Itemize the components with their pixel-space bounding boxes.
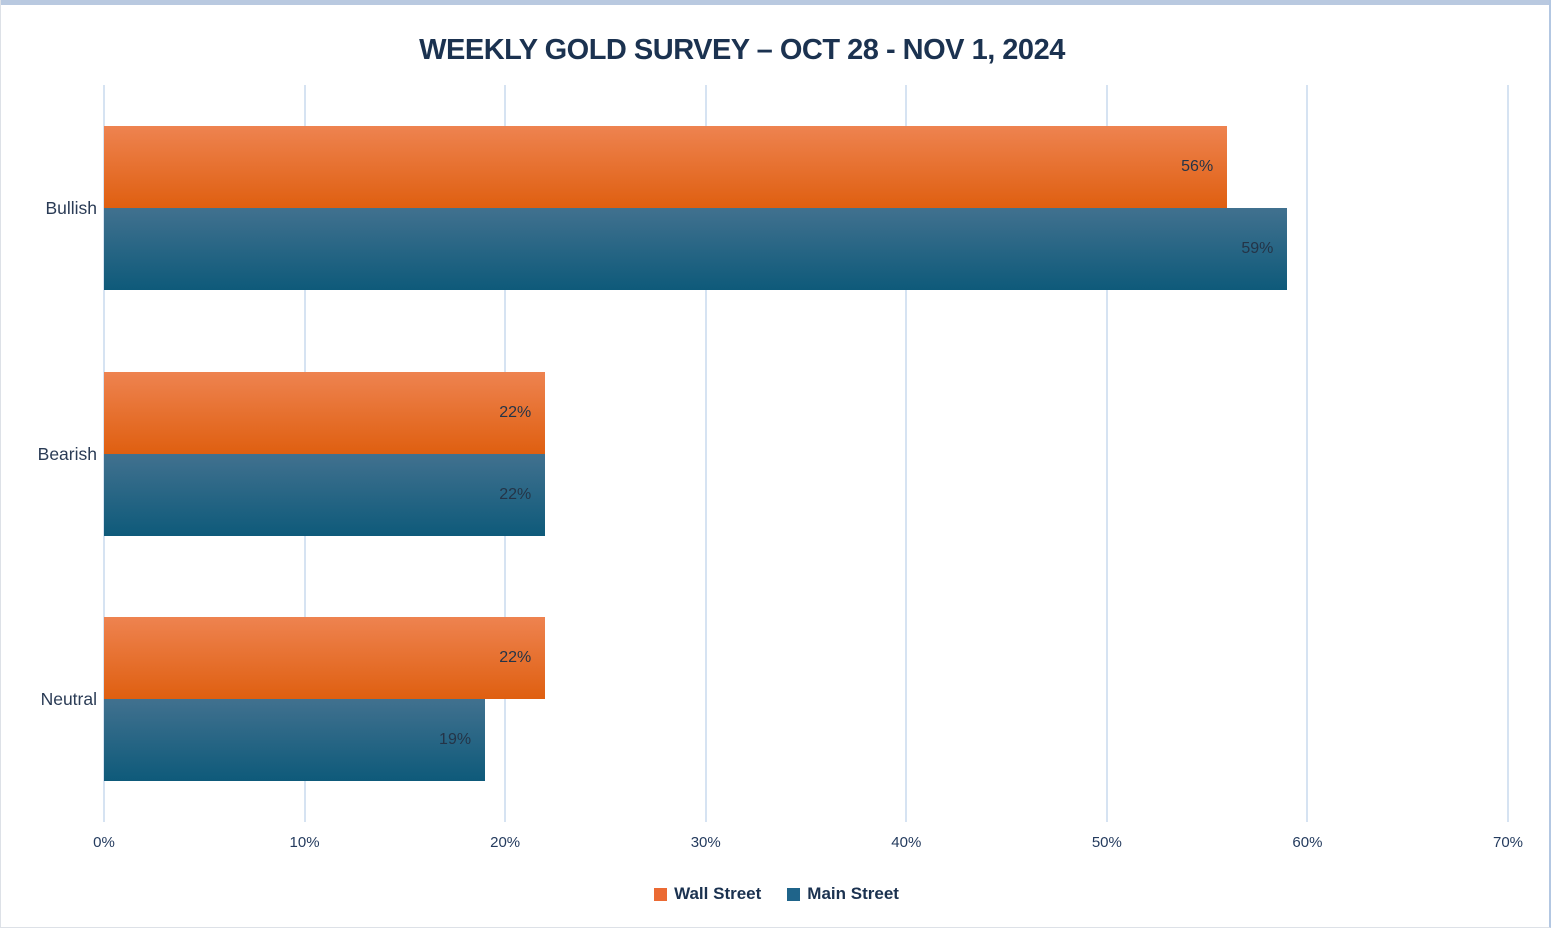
bar-value-label: 19% — [439, 731, 472, 749]
legend-label: Wall Street — [674, 884, 762, 903]
legend-label: Main Street — [807, 884, 899, 903]
bar-main-street: 22% — [104, 453, 546, 536]
bar-main-street: 19% — [104, 699, 486, 782]
bar-value-label: 22% — [499, 403, 532, 421]
legend-swatch-main-street — [787, 887, 801, 901]
x-tick-label: 50% — [1091, 834, 1122, 851]
x-tick-label: 30% — [690, 834, 721, 851]
legend: Wall Street Main Street — [1, 884, 1549, 904]
bar-wall-street: 56% — [104, 125, 1228, 208]
bar-main-street: 59% — [104, 207, 1288, 290]
x-tick-label: 40% — [891, 834, 922, 851]
legend-item: Wall Street — [654, 884, 761, 904]
top-border-band — [1, 0, 1549, 5]
chart-title: WEEKLY GOLD SURVEY – OCT 28 - NOV 1, 202… — [419, 34, 1065, 66]
x-tick-label: 10% — [289, 834, 320, 851]
bar-value-label: 22% — [499, 485, 532, 503]
gridline — [704, 85, 707, 822]
category-label: Bullish — [45, 197, 97, 218]
category-row: 22% 22% — [104, 371, 1508, 536]
x-tick-label: 0% — [93, 834, 115, 851]
plot-area: 56% 59% 22% 22% 22% 19% Bullish Bearish Neutral — [38, 85, 1509, 822]
bar-wall-street: 22% — [104, 371, 546, 454]
legend-item: Main Street — [787, 884, 899, 904]
gridline — [905, 85, 908, 822]
gridline — [1306, 85, 1309, 822]
category-row: 56% 59% — [104, 125, 1508, 290]
x-tick-label: 60% — [1292, 834, 1323, 851]
bar-value-label: 22% — [499, 649, 532, 667]
bar-wall-street: 22% — [104, 617, 546, 700]
x-tick-label: 70% — [1492, 834, 1524, 851]
category-row: 22% 19% — [104, 617, 1508, 782]
bar-value-label: 56% — [1181, 157, 1214, 175]
x-tick-label: 20% — [490, 834, 521, 851]
legend-swatch-wall-street — [654, 887, 668, 901]
gridline — [1507, 85, 1509, 822]
bar-value-label: 59% — [1241, 239, 1274, 257]
category-label: Neutral — [40, 689, 97, 710]
gridline — [1105, 85, 1108, 822]
category-label: Bearish — [37, 443, 97, 464]
x-axis: 0% 10% 20% 30% 40% 50% 60% 70% — [93, 834, 1523, 856]
